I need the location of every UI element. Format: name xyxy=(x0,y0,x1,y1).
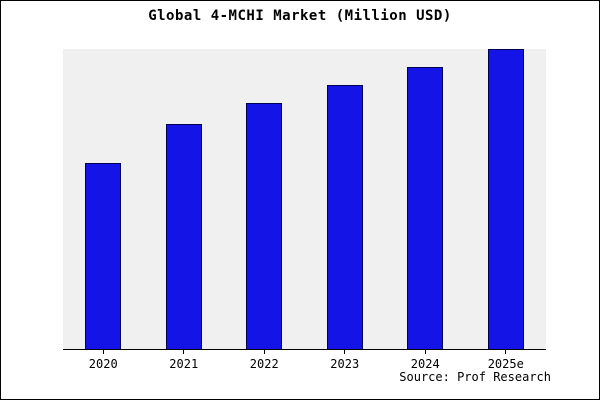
source-text: Source: Prof Research xyxy=(399,370,551,384)
x-tick-label: 2022 xyxy=(249,357,279,371)
bar-2024 xyxy=(407,67,444,349)
x-tick-label: 2025e xyxy=(487,357,524,371)
plot-area xyxy=(63,49,546,350)
bar-slot xyxy=(63,49,144,349)
bar-2022 xyxy=(246,103,283,349)
x-tick: 2025e xyxy=(466,350,547,371)
bar-slot xyxy=(144,49,225,349)
tick-mark xyxy=(263,350,265,354)
x-tick: 2023 xyxy=(305,350,386,371)
x-axis-labels: 2020 2021 2022 2023 2024 2025e xyxy=(63,350,546,371)
x-tick-label: 2020 xyxy=(88,357,118,371)
tick-mark xyxy=(102,350,104,354)
tick-mark xyxy=(344,350,346,354)
bar-2025e xyxy=(487,49,524,349)
tick-mark xyxy=(183,350,185,354)
x-tick: 2020 xyxy=(63,350,144,371)
x-tick-label: 2023 xyxy=(330,357,360,371)
x-tick-label: 2021 xyxy=(169,357,199,371)
tick-mark xyxy=(424,350,426,354)
chart-title: Global 4-MCHI Market (Million USD) xyxy=(148,8,452,24)
x-tick-label: 2024 xyxy=(410,357,440,371)
x-tick: 2024 xyxy=(385,350,466,371)
x-tick: 2022 xyxy=(224,350,305,371)
bar-slot xyxy=(385,49,466,349)
x-tick: 2021 xyxy=(144,350,225,371)
bar-slot xyxy=(224,49,305,349)
bar-2021 xyxy=(165,124,202,349)
bar-slot xyxy=(466,49,547,349)
bar-2020 xyxy=(85,163,122,349)
bar-2023 xyxy=(326,85,363,349)
bar-slot xyxy=(305,49,386,349)
tick-mark xyxy=(505,350,507,354)
